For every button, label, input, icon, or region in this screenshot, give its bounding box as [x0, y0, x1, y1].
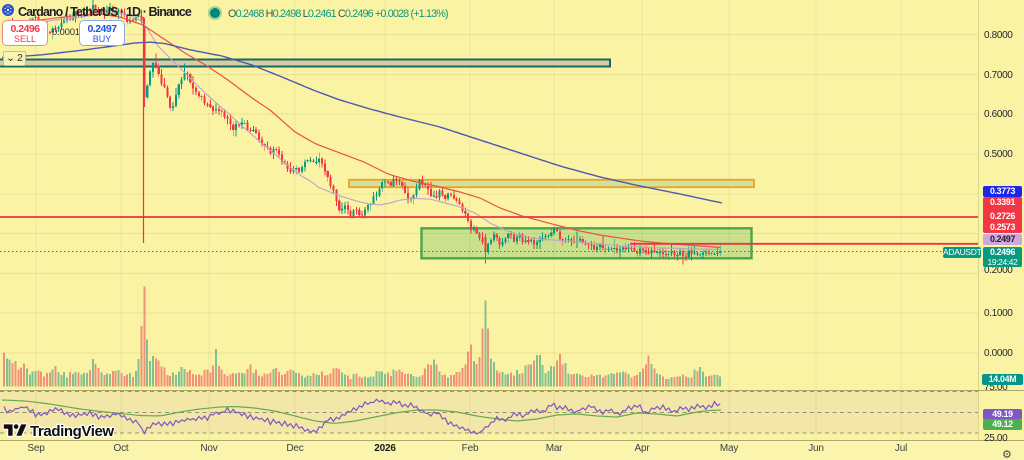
svg-text:TradingView: TradingView	[30, 423, 114, 440]
